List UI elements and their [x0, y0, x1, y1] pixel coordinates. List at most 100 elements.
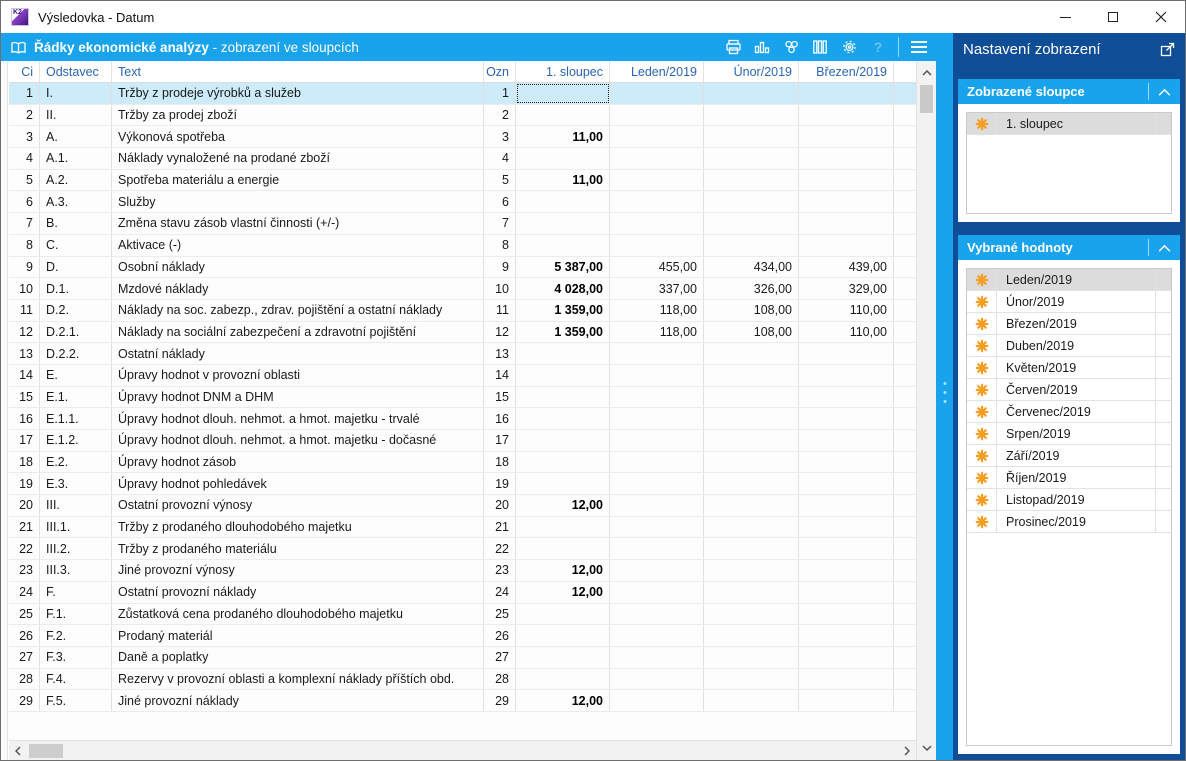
column-header-text[interactable]: Text	[112, 61, 484, 82]
list-item[interactable]: Únor/2019	[967, 291, 1171, 313]
cell-sloupec1[interactable]: 12,00	[516, 690, 610, 711]
list-item[interactable]: Červenec/2019	[967, 401, 1171, 423]
cell-sloupec1[interactable]	[516, 430, 610, 451]
list-item[interactable]: Červen/2019	[967, 379, 1171, 401]
popout-icon[interactable]	[1160, 42, 1175, 57]
minimize-button[interactable]	[1041, 1, 1089, 33]
table-row[interactable]: 6 A.3. Služby 6	[9, 191, 916, 214]
table-row[interactable]: 16 E.1.1. Úpravy hodnot dlouh. nehmot. a…	[9, 408, 916, 430]
cell-sloupec1[interactable]	[516, 213, 610, 234]
list-item[interactable]: Březen/2019	[967, 313, 1171, 335]
list-item[interactable]: Září/2019	[967, 445, 1171, 467]
maximize-button[interactable]	[1089, 1, 1137, 33]
list-item[interactable]: Listopad/2019	[967, 489, 1171, 511]
cell-sloupec1[interactable]: 5 387,00	[516, 256, 610, 278]
column-header-ci[interactable]: Ci	[9, 61, 40, 82]
table-row[interactable]: 26 F.2. Prodaný materiál 26	[9, 625, 916, 647]
table-row[interactable]: 19 E.3. Úpravy hodnot pohledávek 19	[9, 473, 916, 496]
section-header[interactable]: Vybrané hodnoty	[958, 235, 1180, 260]
list-item[interactable]: Leden/2019	[967, 269, 1171, 291]
cell-sloupec1[interactable]: 1 359,00	[516, 321, 610, 343]
table-row[interactable]: 21 III.1. Tržby z prodaného dlouhodobého…	[9, 516, 916, 539]
panel-splitter[interactable]	[936, 33, 953, 760]
collapse-chevron-icon[interactable]	[1148, 83, 1171, 100]
scroll-right-icon[interactable]	[898, 741, 916, 761]
list-item[interactable]: Květen/2019	[967, 357, 1171, 379]
column-header-sloupec1[interactable]: 1. sloupec	[516, 61, 610, 82]
cell-sloupec1[interactable]	[516, 104, 610, 126]
table-row[interactable]: 11 D.2. Náklady na soc. zabezp., zdrav. …	[9, 299, 916, 322]
cell-sloupec1[interactable]: 4 028,00	[516, 278, 610, 299]
table-row[interactable]: 12 D.2.1. Náklady na sociální zabezpečen…	[9, 321, 916, 344]
gears-icon[interactable]	[782, 38, 800, 56]
section-header[interactable]: Zobrazené sloupce	[958, 79, 1180, 104]
cell-sloupec1[interactable]	[516, 408, 610, 429]
table-row[interactable]: 7 B. Změna stavu zásob vlastní činnosti …	[9, 213, 916, 235]
cell-sloupec1[interactable]: 12,00	[516, 560, 610, 581]
cell-sloupec1[interactable]	[516, 603, 610, 625]
help-icon[interactable]: ?	[873, 39, 883, 55]
cell-sloupec1[interactable]	[516, 148, 610, 169]
list-item[interactable]: Duben/2019	[967, 335, 1171, 357]
cell-sloupec1[interactable]	[516, 386, 610, 408]
table-row[interactable]: 4 A.1. Náklady vynaložené na prodané zbo…	[9, 148, 916, 170]
table-row[interactable]: 20 III. Ostatní provozní výnosy 20 12,00	[9, 495, 916, 517]
cell-sloupec1[interactable]	[516, 364, 610, 386]
table-row[interactable]: 13 D.2.2. Ostatní náklady 13	[9, 343, 916, 365]
table-row[interactable]: 2 II. Tržby za prodej zboží 2	[9, 104, 916, 127]
list-item[interactable]: Srpen/2019	[967, 423, 1171, 445]
cell-sloupec1[interactable]: 12,00	[516, 495, 610, 516]
cell-sloupec1[interactable]	[516, 646, 610, 668]
table-row[interactable]: 28 F.4. Rezervy v provozní oblasti a kom…	[9, 668, 916, 691]
cell-sloupec1[interactable]: 11,00	[516, 126, 610, 148]
values-listbox[interactable]: Leden/2019 Únor/2019 Březen/2019 Duben/2…	[966, 268, 1172, 746]
column-header-brezen[interactable]: Březen/2019	[799, 61, 894, 82]
cell-sloupec1[interactable]	[516, 191, 610, 213]
column-header-unor[interactable]: Únor/2019	[704, 61, 799, 82]
vertical-scroll-thumb[interactable]	[920, 85, 933, 113]
cell-sloupec1[interactable]	[516, 343, 610, 364]
vertical-scrollbar[interactable]	[916, 61, 936, 760]
table-row[interactable]: 5 A.2. Spotřeba materiálu a energie 5 11…	[9, 169, 916, 192]
table-row[interactable]: 25 F.1. Zůstatková cena prodaného dlouho…	[9, 603, 916, 626]
list-item[interactable]: Prosinec/2019	[967, 511, 1171, 533]
settings-gear-icon[interactable]	[840, 38, 858, 56]
menu-icon[interactable]	[910, 38, 928, 56]
table-row[interactable]: 22 III.2. Tržby z prodaného materiálu 22	[9, 538, 916, 561]
column-header-odstavec[interactable]: Odstavec	[40, 61, 112, 82]
scroll-up-icon[interactable]	[917, 63, 937, 83]
list-item[interactable]: 1. sloupec	[967, 113, 1171, 135]
column-header-leden[interactable]: Leden/2019	[610, 61, 704, 82]
columns-icon[interactable]	[811, 38, 829, 56]
table-row[interactable]: 9 D. Osobní náklady 9 5 387,00 455,00 43…	[9, 256, 916, 279]
cell-sloupec1[interactable]	[516, 451, 610, 473]
collapse-chevron-icon[interactable]	[1148, 239, 1171, 256]
cell-sloupec1[interactable]	[516, 473, 610, 495]
print-icon[interactable]	[724, 38, 742, 56]
cell-sloupec1[interactable]	[516, 234, 610, 256]
columns-listbox[interactable]: 1. sloupec	[966, 112, 1172, 214]
chart-icon[interactable]	[753, 38, 771, 56]
cell-sloupec1[interactable]	[516, 668, 610, 690]
cell-sloupec1[interactable]: 1 359,00	[516, 299, 610, 321]
horizontal-scroll-thumb[interactable]	[29, 743, 63, 758]
column-header-ozn[interactable]: Ozn	[484, 61, 516, 82]
table-row[interactable]: 27 F.3. Daně a poplatky 27	[9, 646, 916, 669]
scroll-left-icon[interactable]	[9, 741, 27, 761]
table-row[interactable]: 1 I. Tržby z prodeje výrobků a služeb 1	[9, 83, 916, 105]
table-row[interactable]: 23 III.3. Jiné provozní výnosy 23 12,00	[9, 560, 916, 582]
cell-sloupec1[interactable]	[516, 516, 610, 538]
cell-sloupec1[interactable]	[516, 538, 610, 560]
table-row[interactable]: 17 E.1.2. Úpravy hodnot dlouh. nehmot. a…	[9, 430, 916, 452]
close-button[interactable]	[1137, 1, 1185, 33]
table-row[interactable]: 14 E. Úpravy hodnot v provozní oblasti 1…	[9, 364, 916, 387]
table-row[interactable]: 3 A. Výkonová spotřeba 3 11,00	[9, 126, 916, 149]
table-row[interactable]: 24 F. Ostatní provozní náklady 24 12,00	[9, 581, 916, 604]
table-row[interactable]: 29 F.5. Jiné provozní náklady 29 12,00	[9, 690, 916, 712]
table-row[interactable]: 15 E.1. Úpravy hodnot DNM a DHM 15	[9, 386, 916, 409]
table-row[interactable]: 10 D.1. Mzdové náklady 10 4 028,00 337,0…	[9, 278, 916, 300]
cell-sloupec1[interactable]	[516, 625, 610, 646]
horizontal-scrollbar[interactable]	[9, 740, 916, 760]
list-item[interactable]: Říjen/2019	[967, 467, 1171, 489]
cell-sloupec1[interactable]	[516, 83, 610, 104]
